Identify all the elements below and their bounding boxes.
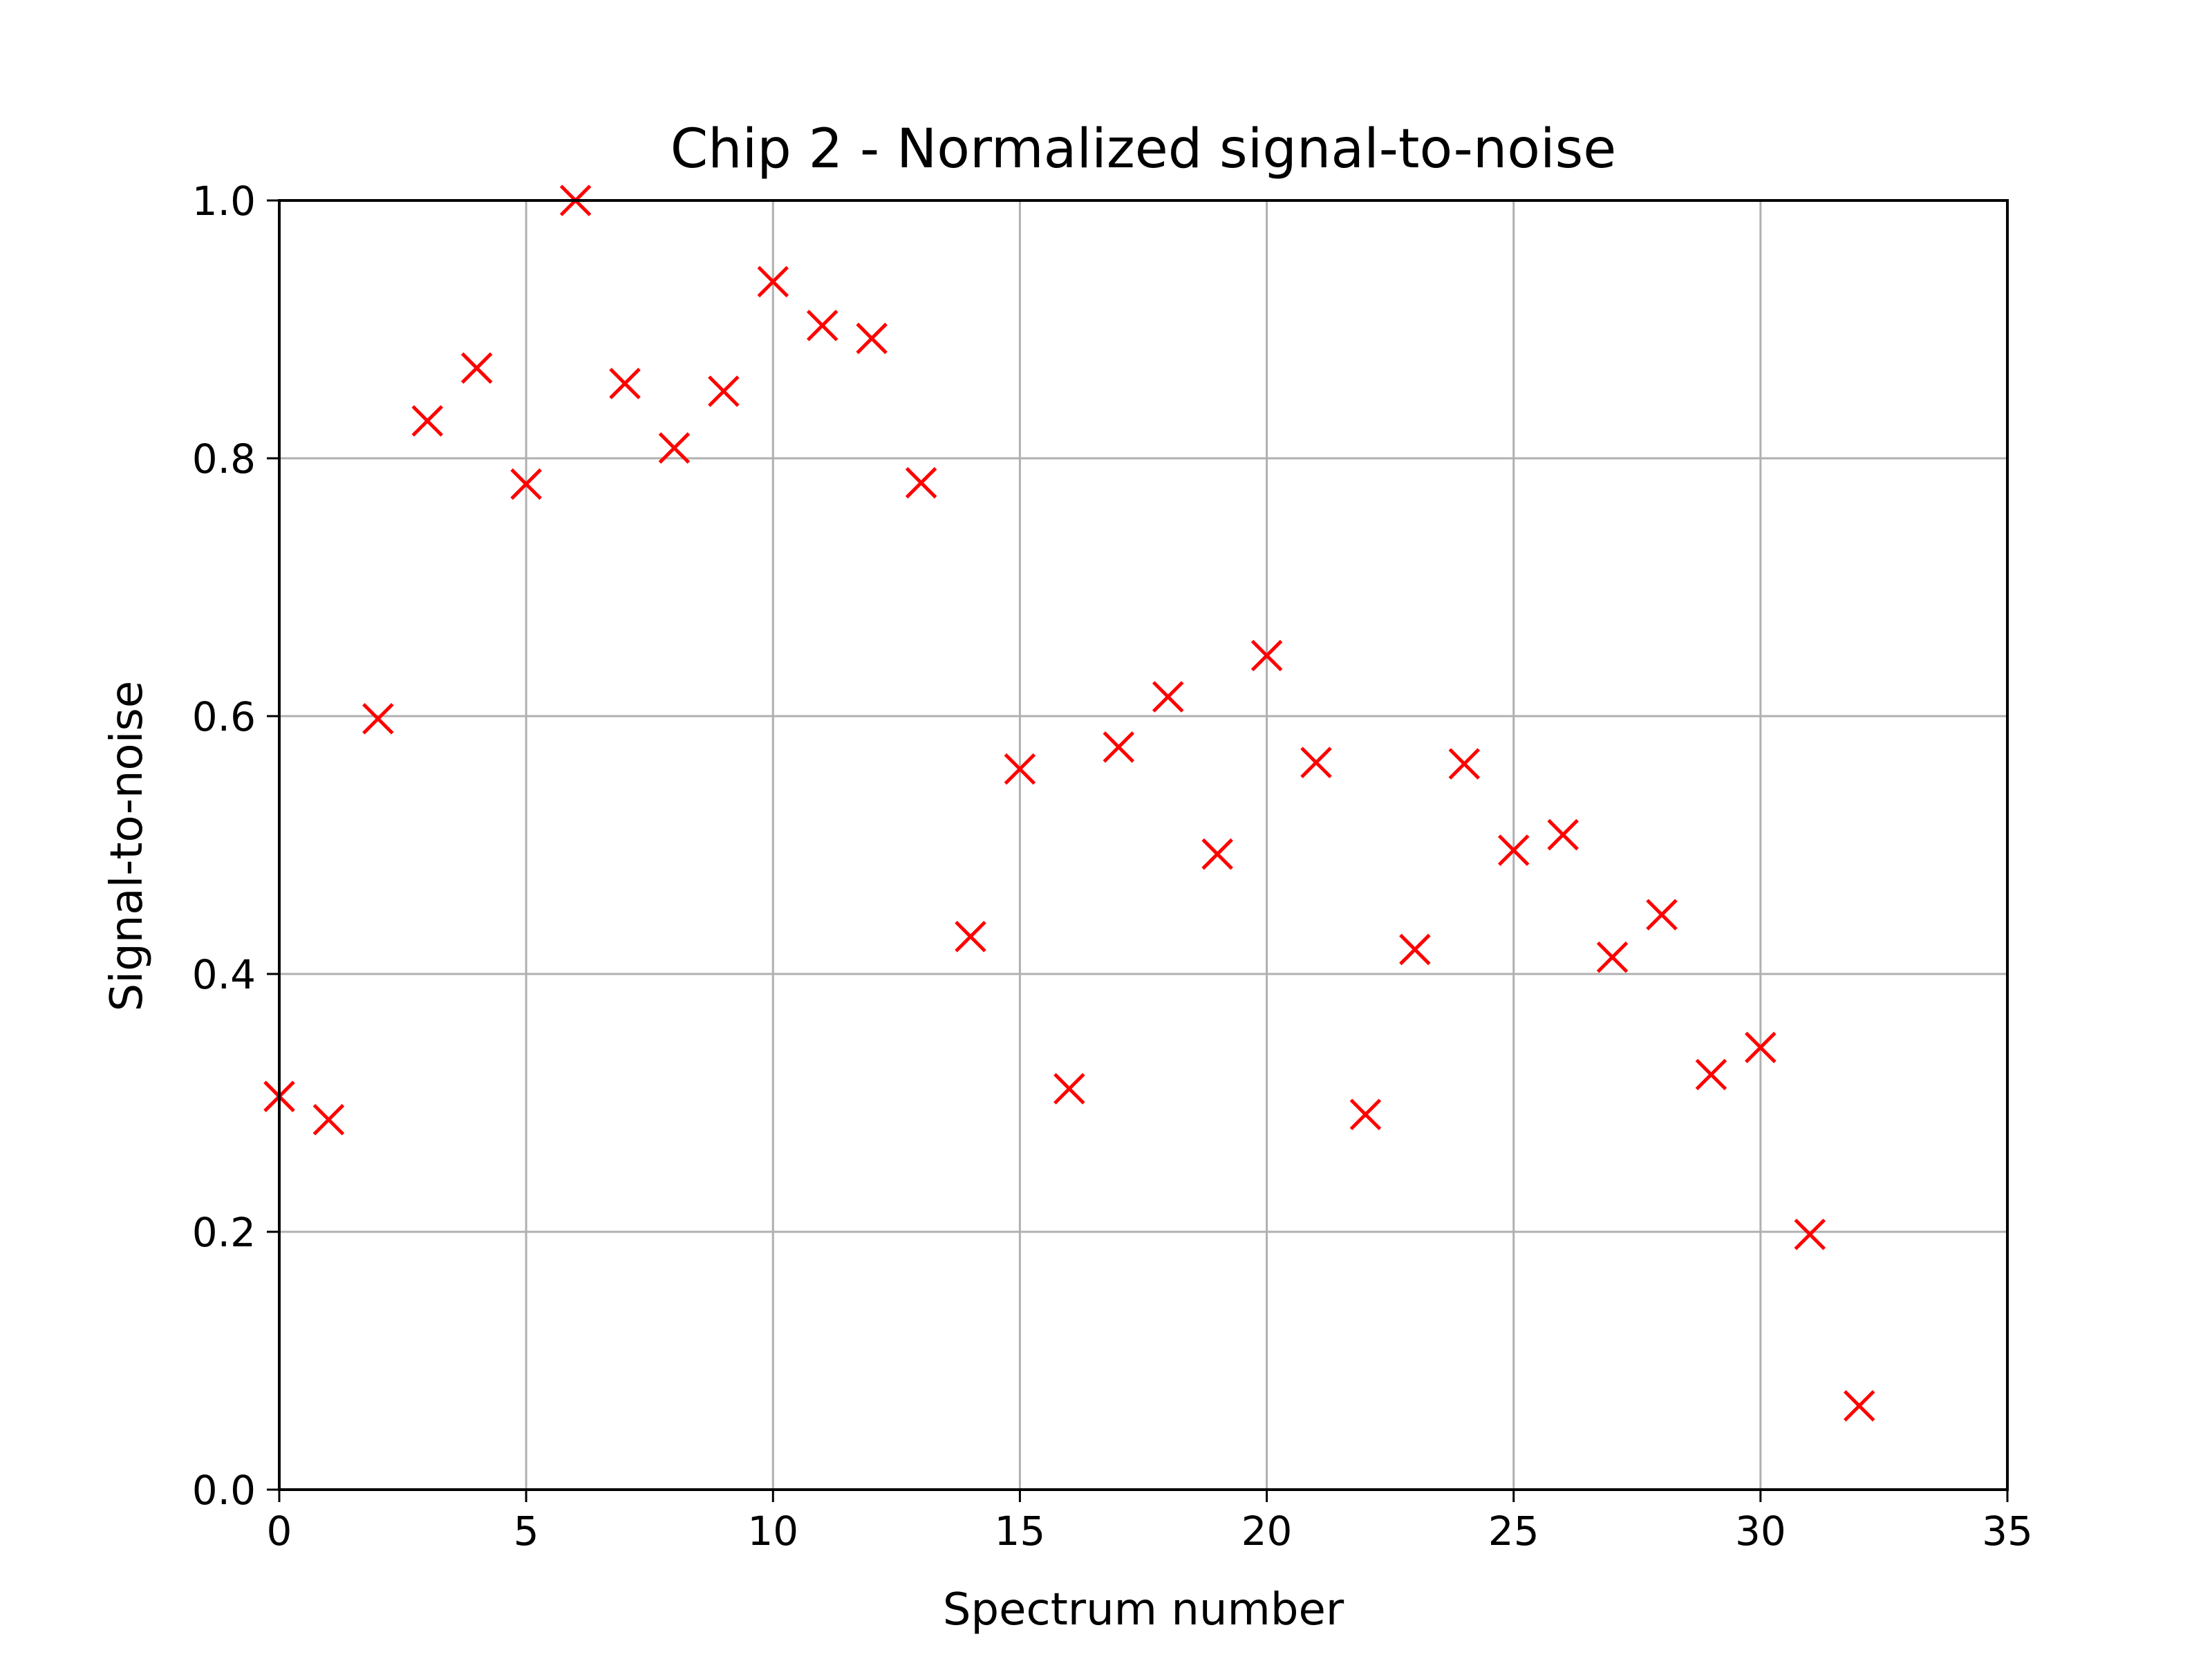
x-tick-label: 0 [267, 1508, 292, 1555]
x-tick-label: 35 [1982, 1508, 2033, 1555]
data-point [1399, 933, 1431, 966]
data-point [905, 467, 937, 499]
data-point [757, 265, 789, 298]
data-point [1300, 747, 1332, 778]
axis-ticks: 0 5 10 15 20 25 30 35 0.0 0.2 0.4 0.6 0.8 1.0 [192, 178, 2033, 1555]
x-tick-label: 20 [1241, 1508, 1293, 1555]
x-tick-label: 5 [514, 1508, 539, 1555]
data-point [1547, 818, 1579, 851]
data-points [263, 185, 1875, 1422]
data-point [1053, 1073, 1085, 1105]
data-point [609, 368, 641, 400]
data-point [411, 405, 444, 437]
data-point [708, 375, 740, 407]
y-tick-label: 1.0 [192, 178, 256, 225]
x-axis-label: Spectrum number [943, 1584, 1344, 1635]
data-point [1794, 1218, 1826, 1250]
x-tick-label: 25 [1488, 1508, 1539, 1555]
data-point [1448, 748, 1481, 780]
data-point [1004, 753, 1036, 785]
y-tick-label: 0.6 [192, 693, 256, 740]
chart-title: Chip 2 - Normalized signal-to-noise [671, 118, 1617, 180]
data-point [1843, 1390, 1875, 1422]
data-point [1695, 1058, 1727, 1091]
data-point [1349, 1098, 1382, 1131]
x-tick-label: 10 [747, 1508, 798, 1555]
data-point [1152, 681, 1184, 713]
x-tick-label: 30 [1735, 1508, 1786, 1555]
y-tick-label: 0.0 [192, 1467, 256, 1514]
data-point [510, 468, 542, 500]
data-point [1250, 639, 1283, 672]
plot-frame [278, 199, 2009, 1491]
data-point [806, 310, 838, 341]
data-point [1745, 1031, 1777, 1064]
data-point [1103, 731, 1135, 763]
y-tick-label: 0.8 [192, 435, 256, 482]
data-point [1201, 838, 1233, 870]
y-tick-label: 0.2 [192, 1209, 256, 1256]
data-point [658, 432, 691, 464]
data-point [460, 352, 493, 384]
x-tick-label: 15 [995, 1508, 1046, 1555]
data-point [1646, 899, 1678, 930]
data-point [856, 322, 888, 355]
data-point [1497, 834, 1530, 866]
data-point [955, 921, 986, 953]
data-point [1596, 941, 1629, 973]
y-axis-label: Signal-to-noise [102, 681, 153, 1011]
y-tick-label: 0.4 [192, 951, 256, 998]
data-point [312, 1103, 345, 1136]
data-point [362, 702, 394, 735]
